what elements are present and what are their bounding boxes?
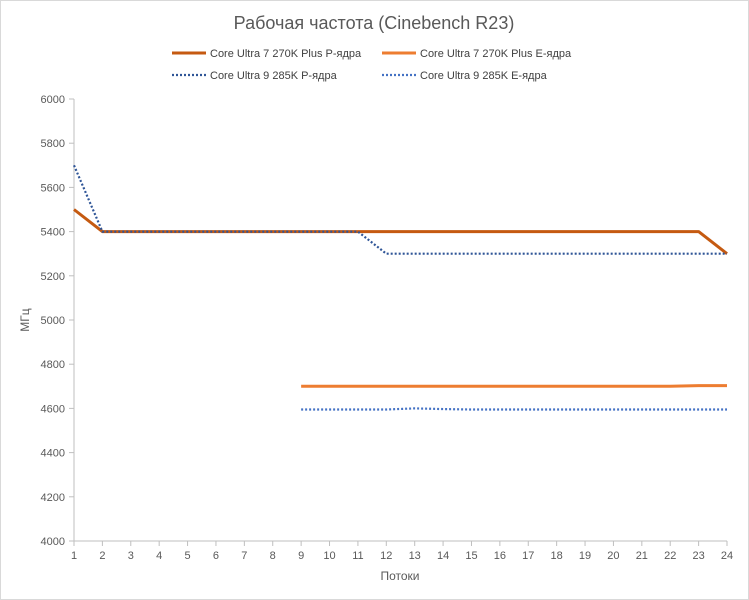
y-tick-label: 5800: [41, 138, 65, 150]
legend-label-2: Core Ultra 7 270K Plus E-ядра: [420, 48, 572, 60]
x-tick-label: 23: [692, 550, 704, 562]
legend-label-4: Core Ultra 9 285K E-ядра: [420, 70, 548, 82]
y-tick-label: 4600: [41, 403, 65, 415]
y-tick-label: 5400: [41, 227, 65, 239]
y-tick-label: 6000: [41, 94, 65, 106]
y-tick-label: 5200: [41, 271, 65, 283]
y-tick-label: 4200: [41, 492, 65, 504]
chart-legend: Core Ultra 7 270K Plus P-ядра Core Ultra …: [172, 48, 572, 82]
legend-label-3: Core Ultra 9 285K P-ядра: [210, 70, 338, 82]
y-tick-label: 4800: [41, 359, 65, 371]
x-tick-label: 14: [437, 550, 449, 562]
series-line-4: [301, 407, 727, 411]
x-tick-label: 3: [128, 550, 134, 562]
x-tick-label: 1: [71, 550, 77, 562]
x-tick-label: 21: [636, 550, 648, 562]
y-tick-label: 4000: [41, 536, 65, 548]
x-tick-label: 22: [664, 550, 676, 562]
y-tick-label: 5600: [41, 182, 65, 194]
x-tick-label: 16: [494, 550, 506, 562]
x-tick-label: 13: [409, 550, 421, 562]
x-tick-label: 15: [465, 550, 477, 562]
plot-series: [72, 164, 728, 411]
x-tick-label: 20: [607, 550, 619, 562]
x-tick-label: 9: [298, 550, 304, 562]
x-tick-label: 10: [323, 550, 335, 562]
x-tick-label: 6: [213, 550, 219, 562]
y-axis: 4000 4200 4400 4600 4800 5000 5200 5400 5600 5800…: [41, 94, 75, 548]
chart-title: Рабочая частота (Cinebench R23): [234, 13, 515, 33]
x-tick-label: 19: [579, 550, 591, 562]
x-tick-label: 8: [270, 550, 276, 562]
x-axis: 1 2 3 4 5 6 7 8 9 10 11 12 13 14 15 16 17 18 19 20 21 22 23 24: [71, 540, 733, 562]
x-tick-label: 11: [352, 550, 363, 562]
x-tick-label: 17: [522, 550, 534, 562]
x-tick-label: 4: [156, 550, 162, 562]
x-tick-label: 18: [551, 550, 563, 562]
x-tick-label: 24: [721, 550, 733, 562]
x-tick-label: 12: [380, 550, 392, 562]
series-line-3: [72, 164, 727, 255]
legend-label-1: Core Ultra 7 270K Plus P-ядра: [210, 48, 362, 60]
x-tick-label: 5: [185, 550, 191, 562]
x-tick-label: 7: [241, 550, 247, 562]
y-tick-label: 5000: [41, 315, 65, 327]
y-axis-label: МГц: [18, 308, 32, 331]
x-tick-label: 2: [99, 550, 105, 562]
y-tick-label: 4400: [41, 448, 65, 460]
x-axis-label: Потоки: [380, 569, 419, 583]
series-line-2: [301, 384, 727, 388]
